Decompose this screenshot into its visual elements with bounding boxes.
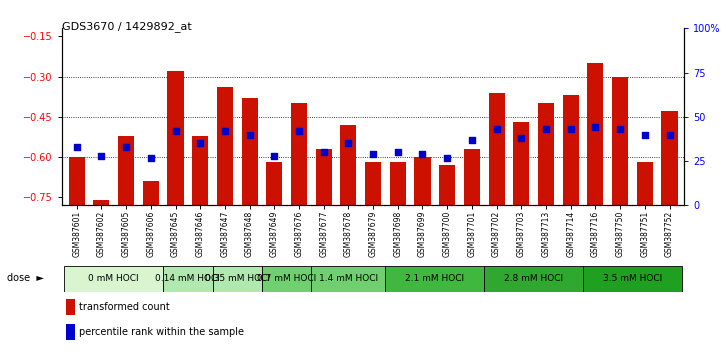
Point (614, 126, 626, 132)
Point (219, 128, 231, 134)
Point (466, 137, 478, 143)
Bar (118, 136, 134, 205)
Point (145, 155, 157, 160)
Bar (262, 266, 312, 292)
Text: transformed count: transformed count (79, 302, 170, 312)
Bar (538, 103, 554, 205)
Point (515, 135, 527, 141)
Point (367, 151, 379, 157)
Bar (513, 122, 529, 205)
Point (318, 149, 330, 155)
Bar (414, 157, 430, 205)
Bar (484, 266, 583, 292)
Bar (662, 112, 678, 205)
Point (71, 144, 82, 150)
Point (95, 153, 107, 159)
Bar (385, 266, 484, 292)
Bar (143, 181, 159, 205)
Bar (64, 266, 163, 292)
Point (565, 126, 577, 132)
Point (416, 151, 428, 157)
Bar (583, 266, 682, 292)
Bar (637, 162, 653, 205)
Bar (291, 103, 307, 205)
Bar (192, 136, 208, 205)
Bar (389, 162, 405, 205)
Point (639, 132, 651, 137)
Bar (242, 98, 258, 205)
Point (441, 155, 453, 160)
Text: 0.35 mM HOCl: 0.35 mM HOCl (205, 274, 270, 283)
Point (244, 132, 256, 137)
Text: 0.14 mM HOCl: 0.14 mM HOCl (155, 274, 221, 283)
Bar (93, 200, 109, 205)
Point (194, 141, 206, 146)
Text: percentile rank within the sample: percentile rank within the sample (79, 327, 244, 337)
Bar (217, 87, 233, 205)
Bar (563, 95, 579, 205)
Text: 0 mM HOCl: 0 mM HOCl (88, 274, 139, 283)
Text: 2.8 mM HOCl: 2.8 mM HOCl (504, 274, 563, 283)
Point (392, 149, 403, 155)
Text: dose  ►: dose ► (7, 273, 44, 283)
Bar (464, 149, 480, 205)
Bar (213, 266, 262, 292)
Bar (612, 76, 628, 205)
Bar (68, 157, 84, 205)
Point (590, 125, 601, 130)
Bar (266, 162, 282, 205)
Point (540, 126, 552, 132)
Text: 2.1 mM HOCl: 2.1 mM HOCl (405, 274, 464, 283)
Text: 0.7 mM HOCl: 0.7 mM HOCl (257, 274, 316, 283)
Point (293, 128, 305, 134)
Bar (312, 266, 385, 292)
Bar (167, 71, 183, 205)
Point (491, 126, 502, 132)
Bar (587, 63, 604, 205)
Bar (439, 165, 455, 205)
Bar (163, 266, 213, 292)
Text: GDS3670 / 1429892_at: GDS3670 / 1429892_at (62, 21, 191, 32)
Text: 3.5 mM HOCl: 3.5 mM HOCl (603, 274, 662, 283)
Point (343, 141, 355, 146)
Bar (316, 149, 332, 205)
Text: 1.4 mM HOCl: 1.4 mM HOCl (319, 274, 378, 283)
Bar (341, 125, 357, 205)
Point (269, 153, 280, 159)
Point (170, 128, 181, 134)
Bar (488, 93, 505, 205)
Bar (365, 162, 381, 205)
Point (664, 132, 676, 137)
Point (120, 144, 132, 150)
